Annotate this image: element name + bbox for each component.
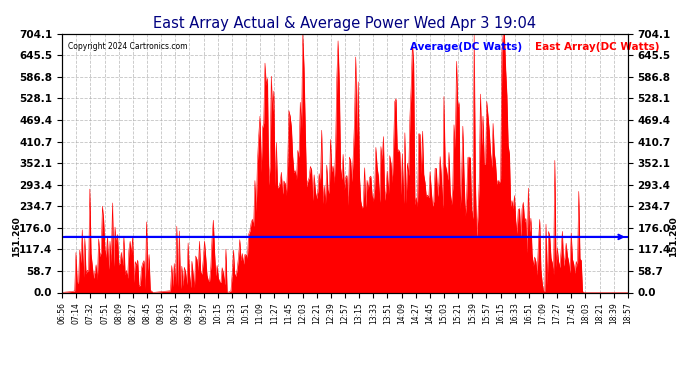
Text: East Array(DC Watts): East Array(DC Watts) — [535, 42, 659, 51]
Text: Average(DC Watts): Average(DC Watts) — [410, 42, 522, 51]
Text: 151.260: 151.260 — [669, 216, 678, 257]
Text: 151.260: 151.260 — [12, 216, 21, 257]
Text: Copyright 2024 Cartronics.com: Copyright 2024 Cartronics.com — [68, 42, 187, 51]
Title: East Array Actual & Average Power Wed Apr 3 19:04: East Array Actual & Average Power Wed Ap… — [153, 16, 537, 31]
